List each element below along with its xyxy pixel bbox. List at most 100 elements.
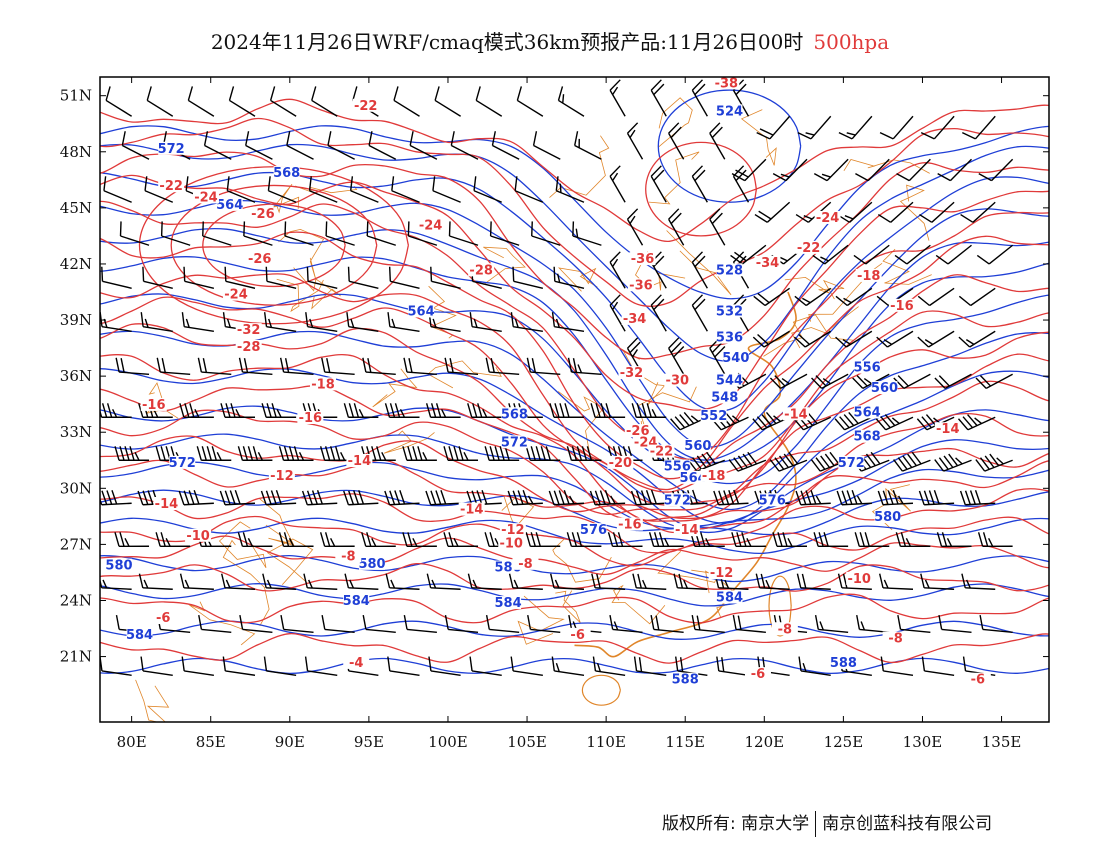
temperature-label: -6: [971, 673, 985, 688]
wind-barb: [321, 614, 355, 633]
height-label-bg: [408, 304, 435, 318]
height-label: 568: [273, 166, 300, 181]
temperature-label: -16: [618, 518, 642, 533]
wind-barb: [426, 573, 461, 590]
wind-barb: [935, 244, 972, 265]
wind-barb: [278, 532, 314, 548]
temperature-label-bg: [795, 240, 822, 254]
wind-barb: [319, 446, 355, 461]
boundary-line: [517, 595, 565, 645]
wind-barb: [880, 656, 914, 676]
wind-barb: [979, 614, 1013, 633]
wind-barb: [179, 573, 214, 590]
wind-barb: [197, 357, 232, 375]
wind-barb: [752, 330, 790, 348]
height-label-bg: [216, 197, 243, 211]
wind-barb: [343, 489, 379, 506]
temperature-label: -12: [710, 566, 734, 581]
wind-barb: [114, 446, 150, 461]
temperature-label-bg: [343, 655, 370, 669]
height-label: 572: [664, 493, 691, 508]
wind-barb: [609, 79, 626, 117]
wind-barb: [155, 532, 191, 548]
height-label-bg: [343, 594, 370, 608]
wind-barb: [343, 403, 379, 418]
height-label: 584: [126, 628, 153, 643]
temperature-label-bg: [782, 407, 809, 421]
temperature-label-bg: [249, 207, 276, 221]
wind-barb: [877, 201, 914, 223]
boundary-line: [882, 248, 932, 285]
wind-barb: [531, 221, 561, 246]
wind-barb: [305, 312, 338, 332]
height-label-bg: [501, 407, 528, 421]
height-label: 560: [871, 381, 898, 396]
wind-barb: [551, 656, 585, 676]
wind-barb: [957, 414, 996, 431]
temperature-label-bg: [498, 536, 525, 550]
wind-barb: [813, 532, 849, 548]
wind-barb: [425, 403, 461, 418]
wind-barb: [514, 176, 544, 203]
wind-barb: [731, 532, 766, 548]
temperature-label-bg: [158, 179, 185, 193]
height-label-bg: [501, 435, 528, 449]
temperature-label: -12: [501, 523, 525, 538]
wind-barb: [525, 532, 561, 548]
wind-barb: [921, 656, 955, 676]
wind-barb: [879, 115, 914, 140]
temperature-contour: [100, 488, 1049, 554]
temperature-label-bg: [417, 218, 444, 232]
height-label-bg: [759, 493, 786, 507]
wind-barb: [691, 294, 708, 332]
wind-barb: [469, 312, 502, 332]
wind-barb: [834, 412, 873, 431]
wind-barb: [138, 573, 173, 590]
wind-barb: [811, 373, 849, 390]
wind-barb: [403, 357, 437, 375]
height-label-bg: [830, 655, 857, 669]
wind-barb: [222, 656, 256, 676]
wind-barb: [202, 221, 232, 246]
wind-barb: [526, 357, 561, 375]
wind-barb: [362, 357, 396, 375]
wind-barb: [962, 115, 996, 140]
wind-barb: [391, 176, 420, 203]
wind-barb: [917, 330, 955, 348]
height-label-bg: [664, 493, 691, 507]
wind-barb: [286, 131, 314, 160]
wind-barb: [409, 131, 438, 160]
temperature-label: -14: [936, 422, 960, 437]
height-label: 568: [854, 430, 881, 445]
wind-barb: [344, 573, 379, 590]
wind-barb: [245, 131, 273, 160]
wind-barb: [100, 312, 132, 332]
wind-barb: [269, 86, 297, 117]
temperature-contour: [100, 633, 1049, 664]
wind-barb: [769, 373, 808, 390]
height-label-bg: [105, 558, 132, 572]
temperature-label-bg: [814, 210, 841, 224]
height-contour: [100, 657, 1049, 675]
height-label: 576: [580, 523, 607, 538]
height-label-bg: [716, 104, 743, 118]
wind-barb: [144, 176, 174, 203]
wind-barb: [448, 221, 479, 246]
temperature-label-bg: [744, 667, 771, 681]
wind-barb: [895, 532, 931, 548]
temperature-label-bg: [882, 631, 909, 645]
wind-barb: [959, 489, 996, 506]
height-label: 572: [169, 456, 196, 471]
temperature-label: -16: [299, 411, 323, 426]
boundary-line: [791, 306, 859, 349]
boundary-line: [222, 539, 270, 626]
wind-barb: [798, 656, 831, 676]
wind-barb: [467, 573, 502, 590]
wind-barb: [550, 573, 585, 590]
wind-barb: [279, 357, 314, 375]
temperature-label: -18: [857, 269, 881, 284]
wind-barb: [516, 86, 544, 117]
wind-barb: [976, 244, 1014, 265]
